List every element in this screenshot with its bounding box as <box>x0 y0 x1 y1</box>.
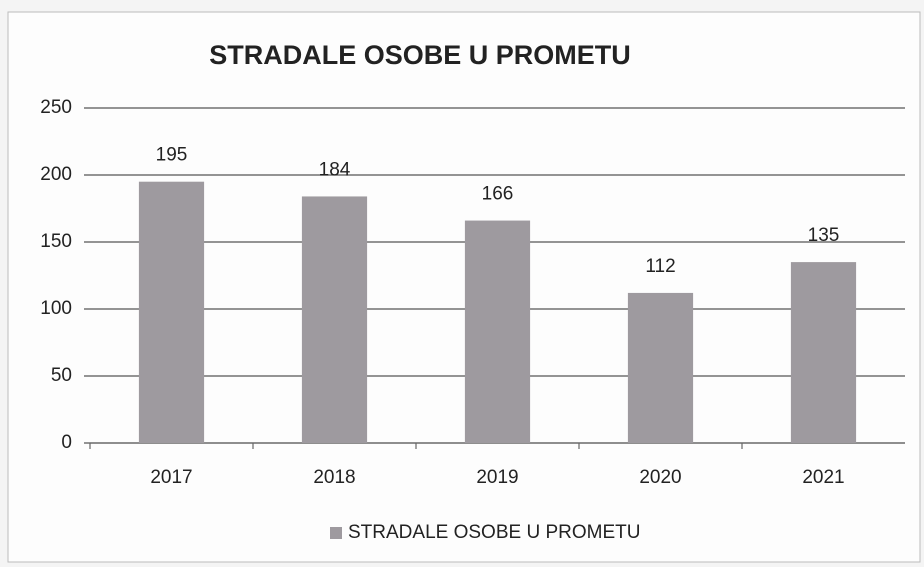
legend-swatch <box>330 527 342 539</box>
x-tick-label: 2019 <box>476 467 518 488</box>
data-label: 135 <box>808 225 840 246</box>
x-tick-label: 2021 <box>802 467 844 488</box>
x-tick-label: 2020 <box>639 467 681 488</box>
data-label: 195 <box>156 145 188 166</box>
bar <box>627 292 694 443</box>
bar <box>790 262 857 443</box>
bar <box>464 220 531 443</box>
y-tick-label: 0 <box>61 432 72 453</box>
y-tick-label: 100 <box>40 298 72 319</box>
bar <box>301 196 368 443</box>
y-tick-label: 150 <box>40 231 72 252</box>
y-tick-label: 50 <box>51 365 72 386</box>
chart-title: STRADALE OSOBE U PROMETU <box>209 40 631 70</box>
x-tick-label: 2017 <box>150 467 192 488</box>
data-label: 166 <box>482 184 514 205</box>
bar <box>138 181 205 443</box>
x-tick-label: 2018 <box>313 467 355 488</box>
legend-label: STRADALE OSOBE U PROMETU <box>348 522 640 543</box>
y-tick-label: 250 <box>40 97 72 118</box>
data-label: 112 <box>645 256 675 277</box>
y-tick-label: 200 <box>40 164 72 185</box>
data-label: 184 <box>319 159 351 180</box>
